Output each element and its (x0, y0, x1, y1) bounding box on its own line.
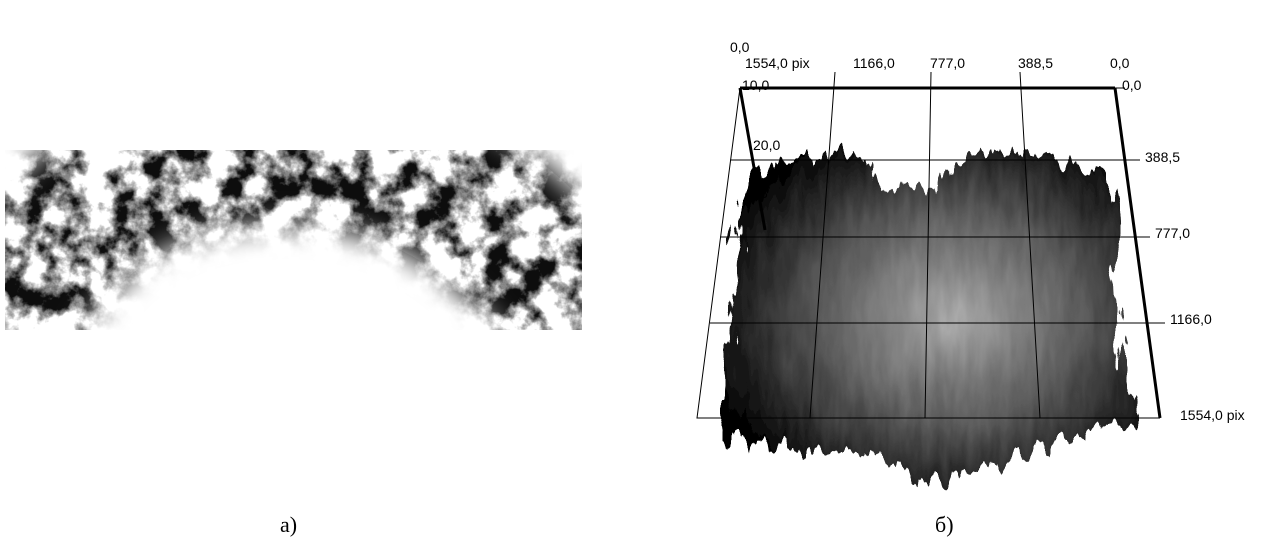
surface-plot: 0,0 1554,0 pix 1166,0 777,0 388,5 0,0 0,… (696, 39, 1245, 485)
z-label: 20,0 (753, 137, 780, 153)
caption: б) (935, 512, 954, 537)
y-label: 0,0 (1122, 77, 1142, 93)
y-label: 388,5 (1145, 149, 1180, 165)
micrograph (5, 97, 582, 380)
x-label: 1166,0 (853, 55, 895, 71)
y-label: 1554,0 pix (1180, 407, 1245, 423)
x-label: 388,5 (1018, 55, 1053, 71)
x-label: 777,0 (930, 55, 965, 71)
caption: а) (280, 512, 297, 537)
y-label: 1166,0 (1170, 311, 1212, 327)
origin-label: 0,0 (730, 39, 750, 55)
z-label: 10,0 (742, 77, 769, 93)
y-label: 777,0 (1155, 225, 1190, 241)
surface (720, 150, 1140, 485)
x-label: 1554,0 pix (745, 55, 810, 71)
x-label: 0,0 (1110, 55, 1130, 71)
z-label: 3 (760, 185, 768, 201)
